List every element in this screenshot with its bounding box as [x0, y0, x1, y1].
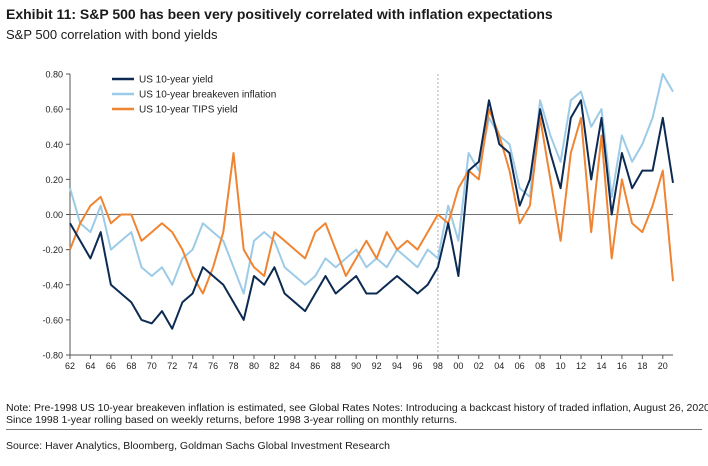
y-tick-label: 0.40: [45, 140, 63, 150]
y-tick-label: -0.80: [42, 351, 63, 361]
breakeven-inflation-line: [69, 73, 674, 295]
x-tick-label: 10: [556, 361, 566, 371]
y-tick-label: 0.80: [45, 70, 63, 80]
x-tick-label: 14: [596, 361, 606, 371]
y-tick-label: -0.40: [42, 280, 63, 290]
x-tick-label: 94: [392, 361, 402, 371]
chart-subtitle: S&P 500 correlation with bond yields: [6, 27, 218, 42]
x-tick-label: 70: [147, 361, 157, 371]
legend-tips-yield-label: US 10-year TIPS yield: [139, 105, 238, 116]
legend-breakeven-inflation-label: US 10-year breakeven inflation: [139, 90, 276, 101]
x-tick-label: 84: [290, 361, 300, 371]
x-tick-label: 98: [433, 361, 443, 371]
x-tick-label: 16: [617, 361, 627, 371]
x-tick-label: 66: [106, 361, 116, 371]
x-tick-label: 92: [372, 361, 382, 371]
x-tick-label: 06: [515, 361, 525, 371]
x-tick-label: 62: [65, 361, 75, 371]
tips-yield-line: [69, 108, 674, 295]
y-tick-label: -0.20: [42, 245, 63, 255]
x-tick-label: 90: [351, 361, 361, 371]
us10y-yield-line: [69, 99, 674, 330]
y-tick-label: 0.60: [45, 105, 63, 115]
x-tick-label: 18: [637, 361, 647, 371]
note-line-2: Since 1998 1-year rolling based on weekl…: [6, 414, 458, 426]
y-tick-label: 0.00: [45, 210, 63, 220]
exhibit-title: Exhibit 11: S&P 500 has been very positi…: [6, 6, 553, 22]
x-tick-label: 76: [208, 361, 218, 371]
x-tick-label: 82: [269, 361, 279, 371]
source-text: Source: Haver Analytics, Bloomberg, Gold…: [6, 440, 391, 452]
chart-note: Note: Pre-1998 US 10-year breakeven infl…: [6, 402, 708, 426]
x-tick-label: 80: [249, 361, 259, 371]
x-tick-label: 08: [535, 361, 545, 371]
correlation-line-chart: -0.80 -0.60 -0.40 -0.20 0.00 0.20 0.40 0.60 0.80…: [42, 70, 674, 371]
x-tick-label: 04: [494, 361, 504, 371]
x-tick-label: 12: [576, 361, 586, 371]
footer-divider: [6, 429, 702, 430]
x-tick-label: 68: [126, 361, 136, 371]
x-tick-label: 86: [310, 361, 320, 371]
x-tick-label: 64: [85, 361, 95, 371]
legend-us10y-yield-label: US 10-year yield: [139, 75, 213, 86]
x-tick-label: 02: [474, 361, 484, 371]
x-tick-label: 78: [229, 361, 239, 371]
x-tick-label: 72: [167, 361, 177, 371]
y-tick-label: 0.20: [45, 175, 63, 185]
x-tick-label: 20: [658, 361, 668, 371]
x-tick-label: 96: [412, 361, 422, 371]
note-line-1: Note: Pre-1998 US 10-year breakeven infl…: [6, 402, 708, 414]
y-tick-label: -0.60: [42, 315, 63, 325]
x-tick-label: 74: [188, 361, 198, 371]
x-tick-label: 88: [331, 361, 341, 371]
x-tick-label: 00: [453, 361, 463, 371]
